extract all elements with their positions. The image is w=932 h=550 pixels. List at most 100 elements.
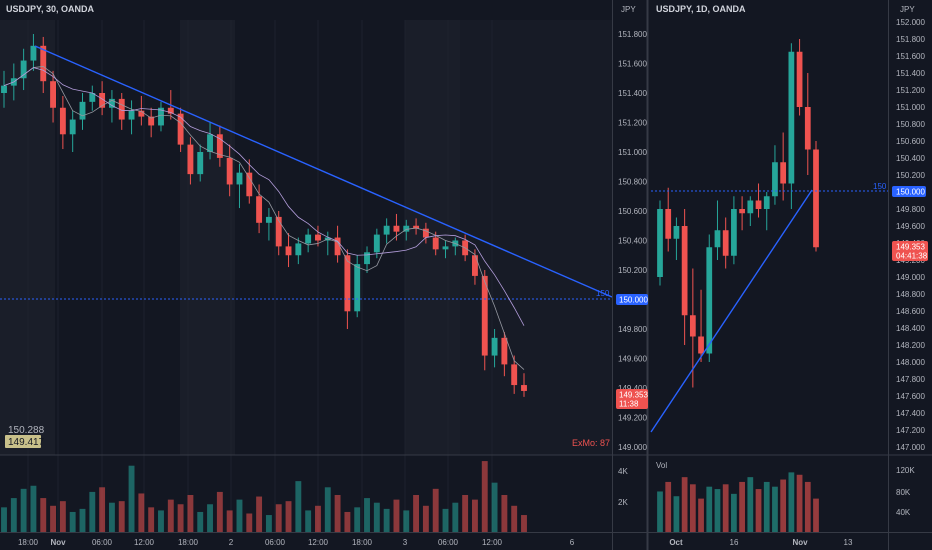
volume-bar xyxy=(99,487,106,532)
volume-bar xyxy=(706,486,713,532)
right-price-tick: 147.000 xyxy=(896,443,925,452)
left-volume-tick: 2K xyxy=(618,498,628,507)
candle-body xyxy=(30,45,37,61)
candle-body xyxy=(731,209,737,256)
candle-body xyxy=(796,51,803,107)
volume-bar xyxy=(236,499,243,532)
candle-body xyxy=(739,209,745,214)
volume-bar xyxy=(689,484,696,532)
volume-bar xyxy=(501,495,508,532)
volume-bar xyxy=(50,505,56,532)
candle-body xyxy=(167,107,174,114)
right-price-tick: 149.000 xyxy=(896,273,925,282)
volume-bar xyxy=(79,508,86,532)
volume-bar xyxy=(59,501,66,532)
volume-bar xyxy=(354,507,361,532)
candle-body xyxy=(755,200,762,209)
left-price-badge-timer: 11:38 xyxy=(619,400,639,409)
session-band xyxy=(405,20,460,455)
volume-bar xyxy=(657,491,663,532)
left-time-axis[interactable]: 18:00 Nov 06:00 12:00 18:00 2 06:00 12:00 18:00 3… xyxy=(18,538,575,547)
left-candles xyxy=(1,34,527,397)
candle-body xyxy=(432,237,439,250)
volume-bar xyxy=(780,479,787,532)
volume-bar xyxy=(383,508,390,532)
candle-body xyxy=(373,234,380,253)
candle-body xyxy=(295,243,302,256)
right-price-tick: 147.600 xyxy=(896,392,925,401)
indicator-value-b-bg xyxy=(5,435,41,448)
right-price-tick: 151.000 xyxy=(896,103,925,112)
volume-bar xyxy=(108,502,115,532)
right-price-tick: 151.800 xyxy=(896,35,925,44)
volume-bar xyxy=(364,498,370,532)
candle-body xyxy=(804,107,811,150)
volume-bar xyxy=(673,496,680,532)
volume-bar xyxy=(739,481,745,532)
candle-body xyxy=(403,225,410,232)
volume-bar xyxy=(20,488,27,532)
candle-body xyxy=(747,200,754,214)
candle-body xyxy=(763,196,770,209)
right-chart-title: USDJPY, 1D, OANDA xyxy=(656,4,746,14)
candle-body xyxy=(305,234,312,244)
candle-body xyxy=(69,119,76,135)
left-trend-line[interactable] xyxy=(34,45,613,298)
left-price-tick: 150.200 xyxy=(618,266,647,275)
left-price-badge-value: 149.353 xyxy=(619,391,648,400)
left-price-badge-bg xyxy=(616,389,648,409)
volume-bar xyxy=(148,507,155,532)
left-currency-label[interactable]: JPY xyxy=(621,5,636,14)
candle-body xyxy=(99,93,106,108)
candle-body xyxy=(422,228,429,238)
volume-bar xyxy=(128,465,135,532)
left-price-tick: 151.600 xyxy=(618,60,647,69)
right-price-tick: 148.200 xyxy=(896,341,925,350)
left-price-tick: 150.800 xyxy=(618,178,647,187)
left-price-tick: 149.600 xyxy=(618,355,647,364)
candle-body xyxy=(197,152,204,175)
right-time-tick: 16 xyxy=(730,538,739,547)
right-level-badge-bg xyxy=(892,186,926,197)
volume-bar xyxy=(422,505,429,532)
volume-bar xyxy=(138,493,145,532)
right-currency-label[interactable]: JPY xyxy=(900,5,915,14)
candle-body xyxy=(177,113,184,145)
candle-body xyxy=(148,116,155,126)
right-price-tick: 150.400 xyxy=(896,154,925,163)
left-time-tick: 12:00 xyxy=(308,538,329,547)
right-trend-line[interactable] xyxy=(650,189,813,433)
session-shading xyxy=(0,20,612,455)
right-price-tick: 148.800 xyxy=(896,290,925,299)
left-time-tick: 2 xyxy=(229,538,234,547)
candle-body xyxy=(665,209,672,239)
volume-bar xyxy=(207,504,213,532)
candle-body xyxy=(207,134,213,152)
right-volume-tick: 40K xyxy=(896,508,911,517)
candle-body xyxy=(788,51,795,184)
candle-body xyxy=(481,275,488,356)
left-time-tick: 06:00 xyxy=(92,538,113,547)
left-price-tick: 151.400 xyxy=(618,89,647,98)
right-time-axis[interactable]: Oct 16 Nov 13 xyxy=(669,538,853,547)
volume-bar xyxy=(10,498,17,532)
session-band xyxy=(180,20,235,455)
volume-bar xyxy=(511,505,518,532)
left-price-tick: 151.200 xyxy=(618,119,647,128)
volume-bar xyxy=(772,486,778,532)
candle-body xyxy=(246,172,253,197)
right-price-tick: 148.400 xyxy=(896,324,925,333)
right-level-text: 150 xyxy=(873,182,887,191)
left-price-axis[interactable]: 151.800 151.600 151.400 151.200 151.000 150.8… xyxy=(618,30,647,452)
left-time-tick: 3 xyxy=(403,538,408,547)
candle-body xyxy=(158,107,164,126)
volume-bar xyxy=(40,498,47,532)
candle-body xyxy=(472,255,478,276)
volume-bar xyxy=(452,502,459,532)
candle-body xyxy=(714,230,721,248)
left-level-badge-bg xyxy=(616,294,648,305)
candle-body xyxy=(706,247,713,354)
left-price-tick: 149.200 xyxy=(618,414,647,423)
candle-body xyxy=(383,225,390,235)
